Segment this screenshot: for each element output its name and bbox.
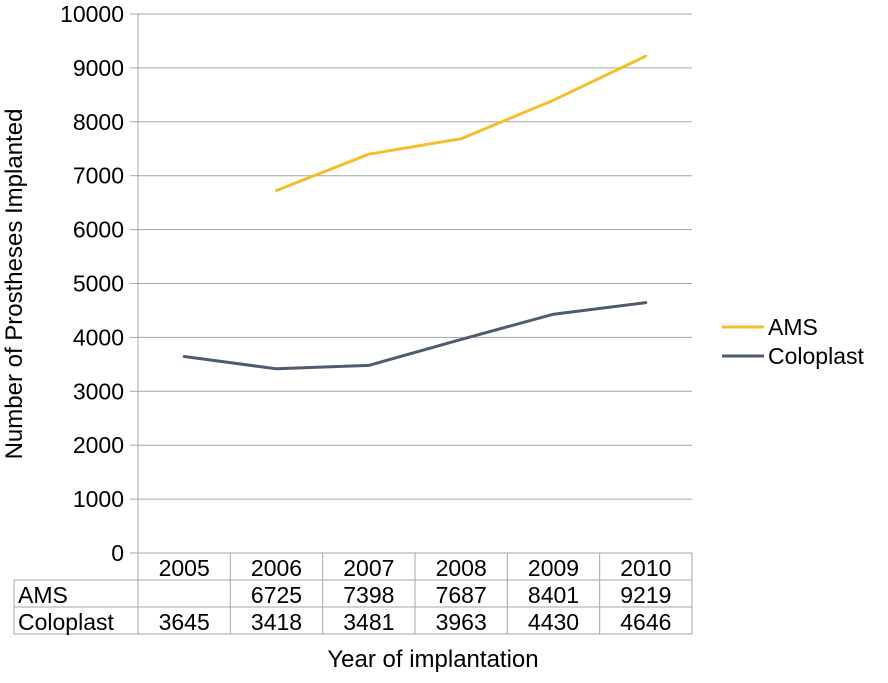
x-category-label: 2008	[436, 555, 487, 581]
y-tick-label: 7000	[73, 163, 124, 189]
series-line-coloplast	[182, 301, 648, 371]
y-tick-label: 8000	[73, 109, 124, 135]
table-cell-value: 7687	[436, 582, 487, 608]
data-table: 2005 2006 2007 2008 2009 2010 AMS 6725 7398 7687 8…	[13, 552, 693, 635]
x-category-label: 2007	[343, 555, 394, 581]
y-tick-label: 3000	[73, 378, 124, 404]
x-category-label: 2010	[620, 555, 671, 581]
table-row-label: Coloplast	[18, 609, 114, 635]
table-cell-value: 3481	[343, 609, 394, 635]
series-line-ams	[275, 54, 648, 192]
table-cell-value: 3963	[436, 609, 487, 635]
table-cell-value: 9219	[620, 582, 671, 608]
y-tick-label: 10000	[60, 1, 124, 27]
axes	[130, 13, 139, 554]
table-row-label: AMS	[18, 582, 68, 608]
series-lines	[182, 54, 648, 371]
table-cell-value: 7398	[343, 582, 394, 608]
y-axis-label: Number of Prostheses Implanted	[1, 109, 28, 460]
y-tick-label: 0	[111, 540, 124, 566]
table-cell-value: 4646	[620, 609, 671, 635]
x-category-label: 2006	[251, 555, 302, 581]
table-cell-value: 8401	[528, 582, 579, 608]
table-cell-value: 4430	[528, 609, 579, 635]
gridlines	[138, 13, 692, 500]
y-tick-label: 5000	[73, 271, 124, 297]
x-category-label: 2005	[159, 555, 210, 581]
y-tick-labels: 0 1000 2000 3000 4000 5000 6000 7000 8000 9000 100…	[60, 1, 124, 566]
legend: AMS Coloplast	[722, 314, 864, 369]
x-category-label: 2009	[528, 555, 579, 581]
x-axis-label: Year of implantation	[327, 646, 538, 673]
legend-label: Coloplast	[768, 343, 864, 369]
y-tick-label: 2000	[73, 432, 124, 458]
table-cell-value: 3418	[251, 609, 302, 635]
table-cell-value: 3645	[159, 609, 210, 635]
table-cell-value: 6725	[251, 582, 302, 608]
y-tick-label: 1000	[73, 486, 124, 512]
y-tick-label: 4000	[73, 324, 124, 350]
y-tick-label: 9000	[73, 55, 124, 81]
y-tick-label: 6000	[73, 217, 124, 243]
legend-label: AMS	[768, 314, 818, 340]
